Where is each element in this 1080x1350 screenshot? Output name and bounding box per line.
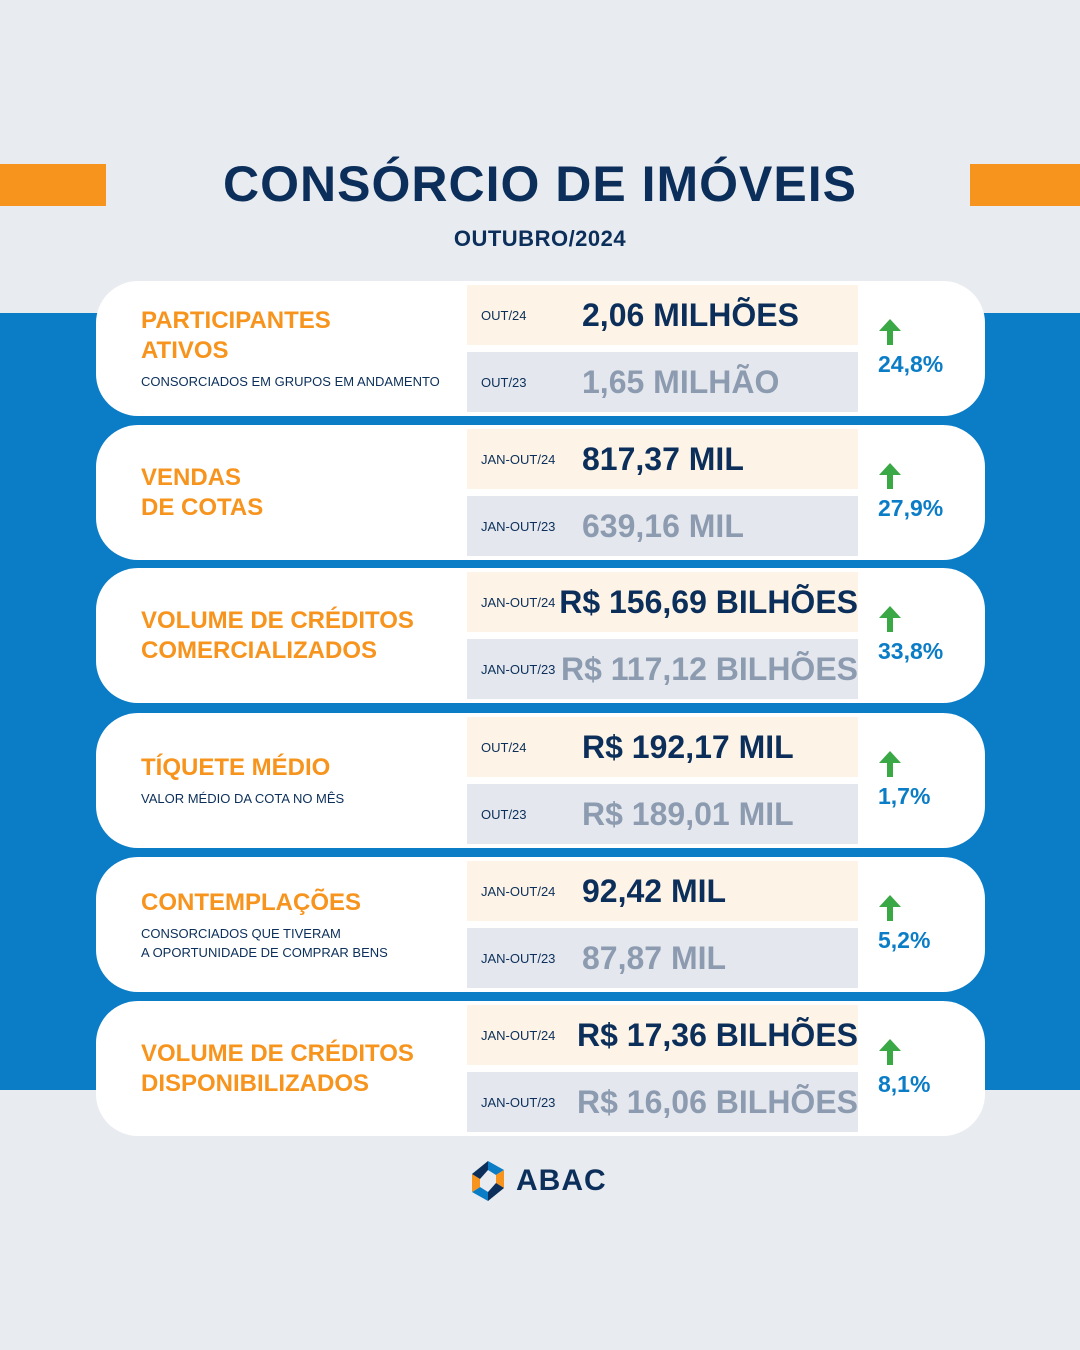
card-contemplacoes: CONTEMPLAÇÕES CONSORCIADOS QUE TIVERAM A… (96, 857, 985, 992)
page-subtitle: OUTUBRO/2024 (453, 226, 627, 251)
card-title: VOLUME DE CRÉDITOS DISPONIBILIZADOS (141, 1039, 414, 1097)
card-description: VALOR MÉDIO DA COTA NO MÊS (141, 791, 345, 806)
up-arrow-icon (879, 895, 901, 921)
current-value: 2,06 MILHÕES (582, 296, 799, 333)
card-participantes-ativos: PARTICIPANTES ATIVOS CONSORCIADOS EM GRU… (96, 281, 985, 416)
previous-row: JAN-OUT/23 R$ 117,12 BILHÕES (467, 639, 858, 699)
current-value: R$ 192,17 MIL (582, 728, 794, 765)
current-period: JAN-OUT/24 (481, 594, 556, 610)
current-period: JAN-OUT/24 (481, 1027, 556, 1043)
current-period: OUT/24 (481, 739, 527, 755)
card-title: PARTICIPANTES ATIVOS (141, 307, 331, 364)
change-percent: 1,7% (878, 783, 931, 809)
previous-value: 1,65 MILHÃO (582, 363, 780, 400)
current-value: R$ 156,69 BILHÕES (559, 583, 858, 620)
right-accent-bar (970, 164, 1080, 206)
previous-value: 87,87 MIL (582, 939, 727, 976)
card-label: TÍQUETE MÉDIO VALOR MÉDIO DA COTA NO MÊS (141, 713, 461, 848)
change-indicator: 1,7% (870, 713, 970, 848)
card-vendas-de-cotas: VENDAS DE COTAS JAN-OUT/24 817,37 MIL JA… (96, 425, 985, 560)
up-arrow-icon (879, 463, 901, 489)
card-title: VENDAS DE COTAS (141, 463, 264, 521)
current-period: JAN-OUT/24 (481, 451, 556, 467)
change-percent: 24,8% (878, 351, 944, 377)
up-arrow-icon (879, 319, 901, 345)
logo-text: ABAC (516, 1164, 607, 1197)
current-row: JAN-OUT/24 817,37 MIL (467, 429, 858, 489)
current-value: 817,37 MIL (582, 440, 744, 477)
current-period: JAN-OUT/24 (481, 883, 556, 899)
card-label: VENDAS DE COTAS (141, 425, 461, 560)
card-description: CONSORCIADOS QUE TIVERAM A OPORTUNIDADE … (141, 925, 388, 960)
previous-value: R$ 117,12 BILHÕES (560, 650, 858, 687)
previous-value: R$ 189,01 MIL (582, 795, 794, 832)
card-description: CONSORCIADOS EM GRUPOS EM ANDAMENTO (141, 374, 440, 389)
card-title: VOLUME DE CRÉDITOS COMERCIALIZADOS (141, 606, 414, 664)
previous-period: OUT/23 (481, 374, 527, 390)
change-indicator: 8,1% (870, 1001, 970, 1136)
page-title: CONSÓRCIO DE IMÓVEIS (223, 156, 857, 212)
previous-row: JAN-OUT/23 87,87 MIL (467, 928, 858, 988)
previous-period: OUT/23 (481, 806, 527, 822)
current-row: OUT/24 R$ 192,17 MIL (467, 717, 858, 777)
current-row: JAN-OUT/24 R$ 156,69 BILHÕES (467, 572, 858, 632)
change-percent: 33,8% (878, 638, 944, 664)
current-period: OUT/24 (481, 307, 527, 323)
change-indicator: 24,8% (870, 281, 970, 416)
current-value: 92,42 MIL (582, 872, 727, 909)
current-row: OUT/24 2,06 MILHÕES (467, 285, 858, 345)
abac-logo: ABAC (466, 1158, 607, 1204)
card-label: CONTEMPLAÇÕES CONSORCIADOS QUE TIVERAM A… (141, 857, 461, 992)
current-value: R$ 17,36 BILHÕES (577, 1016, 858, 1053)
previous-period: JAN-OUT/23 (481, 950, 556, 966)
previous-row: JAN-OUT/23 639,16 MIL (467, 496, 858, 556)
change-percent: 5,2% (878, 927, 931, 953)
card-label: VOLUME DE CRÉDITOS DISPONIBILIZADOS (141, 1001, 461, 1136)
current-row: JAN-OUT/24 92,42 MIL (467, 861, 858, 921)
previous-row: OUT/23 R$ 189,01 MIL (467, 784, 858, 844)
card-volume-creditos-comercializados: VOLUME DE CRÉDITOS COMERCIALIZADOS JAN-O… (96, 568, 985, 703)
card-tiquete-medio: TÍQUETE MÉDIO VALOR MÉDIO DA COTA NO MÊS… (96, 713, 985, 848)
card-title: TÍQUETE MÉDIO (141, 754, 331, 781)
previous-value: 639,16 MIL (582, 507, 744, 544)
card-volume-creditos-disponibilizados: VOLUME DE CRÉDITOS DISPONIBILIZADOS JAN-… (96, 1001, 985, 1136)
card-title: CONTEMPLAÇÕES (141, 888, 362, 916)
change-indicator: 33,8% (870, 568, 970, 703)
up-arrow-icon (879, 751, 901, 777)
previous-period: JAN-OUT/23 (481, 518, 556, 534)
change-percent: 8,1% (878, 1071, 931, 1097)
change-percent: 27,9% (878, 495, 944, 521)
change-indicator: 27,9% (870, 425, 970, 560)
previous-row: OUT/23 1,65 MILHÃO (467, 352, 858, 412)
change-indicator: 5,2% (870, 857, 970, 992)
card-label: VOLUME DE CRÉDITOS COMERCIALIZADOS (141, 568, 461, 703)
current-row: JAN-OUT/24 R$ 17,36 BILHÕES (467, 1005, 858, 1065)
up-arrow-icon (879, 606, 901, 632)
previous-period: JAN-OUT/23 (481, 1094, 556, 1110)
previous-period: JAN-OUT/23 (481, 661, 556, 677)
abac-logo-icon (472, 1161, 504, 1201)
card-label: PARTICIPANTES ATIVOS CONSORCIADOS EM GRU… (141, 281, 461, 416)
previous-value: R$ 16,06 BILHÕES (577, 1083, 858, 1120)
previous-row: JAN-OUT/23 R$ 16,06 BILHÕES (467, 1072, 858, 1132)
left-accent-bar (0, 164, 106, 206)
up-arrow-icon (879, 1039, 901, 1065)
